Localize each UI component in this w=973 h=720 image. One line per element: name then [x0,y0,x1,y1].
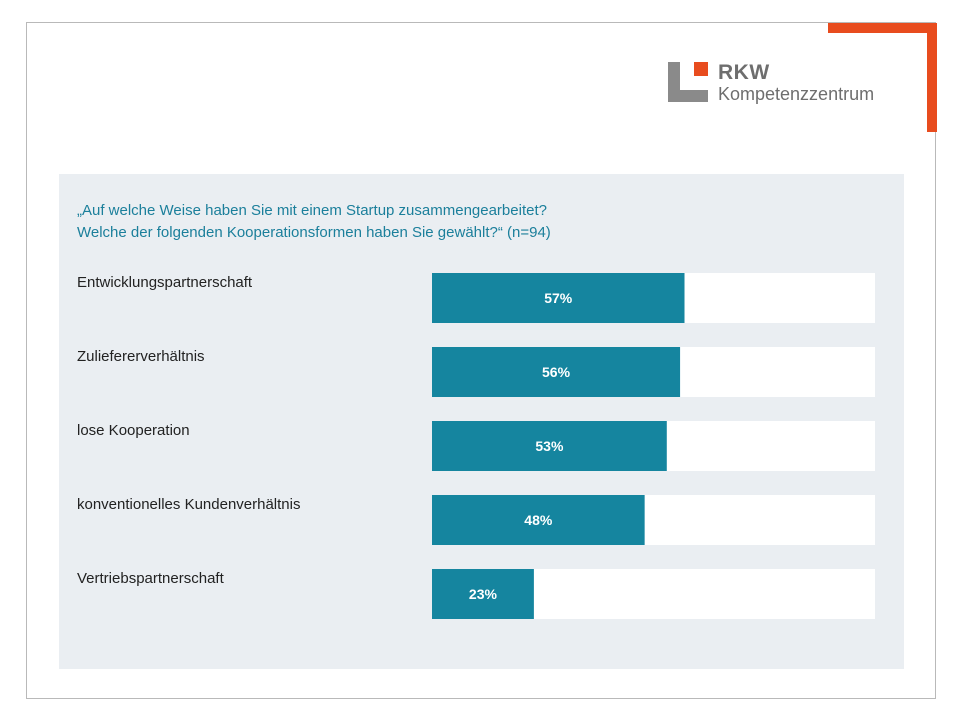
logo-name: RKW [718,61,770,84]
bar-value-label: 53% [535,438,564,454]
bar-value-label: 56% [542,364,571,380]
bar [432,273,685,323]
bar-value-label: 23% [469,586,498,602]
question-line-1: „Auf welche Weise haben Sie mit einem St… [77,202,547,219]
category-label: lose Kooperation [77,422,190,439]
bar-value-label: 57% [544,290,573,306]
bar [432,421,667,471]
category-label: Entwicklungspartnerschaft [77,274,253,291]
logo-subtitle: Kompetenzzentrum [718,84,875,104]
bar-value-label: 48% [524,512,553,528]
corner-accent-horizontal [828,23,937,33]
bar [432,495,645,545]
corner-accent-vertical [927,23,937,132]
question-line-2: Welche der folgenden Kooperationsformen … [77,224,551,241]
category-label: konventionelles Kundenverhältnis [77,496,300,513]
category-label: Vertriebspartnerschaft [77,570,225,587]
bar [432,347,681,397]
rkw-logo: RKW Kompetenzzentrum [668,62,898,104]
bar-chart: Entwicklungspartnerschaft 57% Zuliefererve… [77,273,875,619]
corner-accent [828,23,937,132]
category-label: Zuliefererverhältnis [77,348,205,365]
chart-panel: „Auf welche Weise haben Sie mit einem St… [59,174,904,669]
bar [432,569,534,619]
logo-mark-orange [694,62,708,76]
survey-question: „Auf welche Weise haben Sie mit einem St… [77,200,877,244]
rkw-logo-mark-icon [668,62,708,102]
